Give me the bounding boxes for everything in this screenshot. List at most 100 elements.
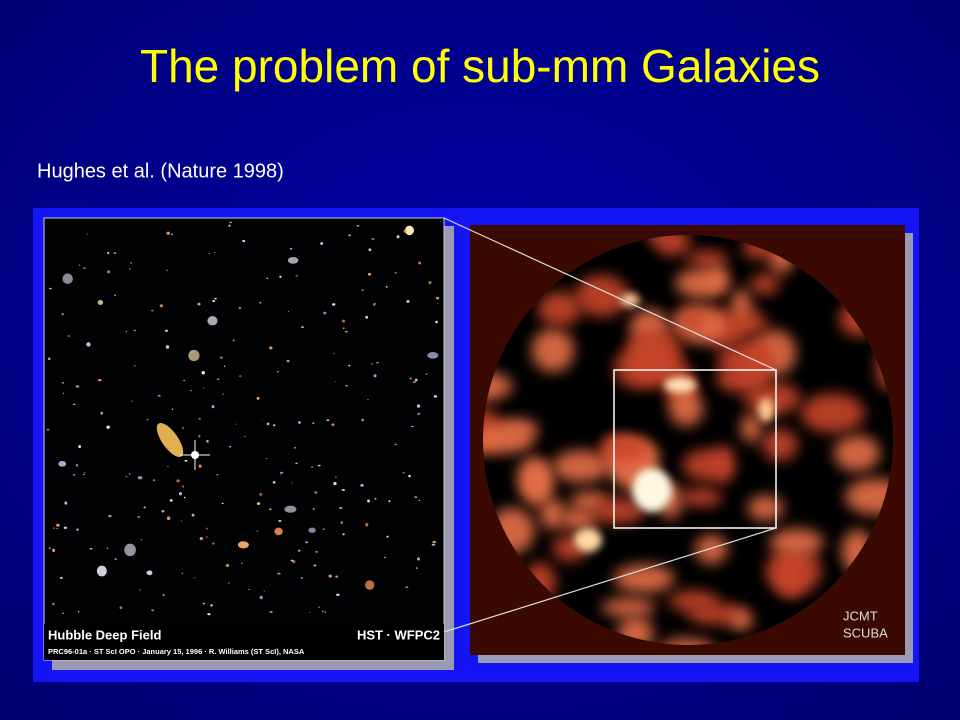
galaxy bbox=[427, 351, 439, 359]
galaxy bbox=[336, 593, 340, 596]
galaxy bbox=[269, 346, 273, 350]
galaxy bbox=[124, 543, 136, 557]
emission-blob bbox=[523, 463, 553, 506]
galaxy bbox=[414, 496, 418, 499]
galaxy bbox=[137, 515, 141, 519]
galaxy bbox=[371, 363, 374, 365]
emission-blob bbox=[729, 610, 754, 631]
galaxy bbox=[356, 225, 360, 227]
galaxy bbox=[376, 361, 379, 364]
galaxy bbox=[265, 458, 268, 459]
emission-blob bbox=[738, 311, 768, 334]
galaxy bbox=[298, 421, 301, 424]
galaxy bbox=[360, 483, 364, 487]
scuba-label: JCMT bbox=[843, 608, 878, 623]
galaxy bbox=[280, 474, 282, 476]
galaxy bbox=[332, 303, 336, 306]
galaxy bbox=[259, 301, 262, 304]
galaxy bbox=[131, 400, 133, 402]
galaxy bbox=[238, 307, 242, 309]
galaxy bbox=[295, 275, 298, 277]
galaxy bbox=[305, 541, 309, 544]
galaxy bbox=[190, 351, 193, 353]
galaxy bbox=[89, 547, 93, 550]
galaxy bbox=[156, 422, 184, 458]
galaxy bbox=[207, 316, 218, 326]
galaxy bbox=[371, 237, 375, 240]
emission-blob bbox=[743, 382, 801, 415]
galaxy bbox=[150, 309, 154, 312]
emission-blob bbox=[483, 426, 534, 454]
galaxy bbox=[318, 606, 320, 608]
slide-title: The problem of sub-mm Galaxies bbox=[140, 40, 820, 92]
galaxy bbox=[170, 233, 173, 236]
galaxy bbox=[344, 330, 349, 333]
galaxy bbox=[259, 595, 263, 600]
galaxy bbox=[394, 443, 397, 446]
galaxy bbox=[290, 559, 294, 562]
galaxy bbox=[97, 299, 104, 305]
zoom-line bbox=[443, 217, 777, 371]
emission-peak bbox=[758, 398, 774, 422]
galaxy bbox=[228, 224, 231, 227]
galaxy bbox=[216, 473, 219, 476]
hubble-image bbox=[43, 217, 445, 661]
galaxy bbox=[75, 385, 80, 388]
galaxy bbox=[166, 231, 170, 235]
galaxy bbox=[62, 612, 65, 614]
galaxy bbox=[365, 523, 369, 527]
galaxy bbox=[339, 506, 343, 509]
galaxy bbox=[205, 527, 208, 530]
galaxy bbox=[428, 281, 432, 285]
galaxy bbox=[261, 420, 263, 421]
galaxy bbox=[412, 381, 417, 383]
galaxy bbox=[291, 482, 294, 484]
emission-blob bbox=[593, 497, 646, 524]
galaxy bbox=[315, 550, 318, 553]
emission-blob bbox=[601, 598, 656, 617]
galaxy bbox=[182, 427, 185, 429]
galaxy bbox=[62, 273, 73, 284]
galaxy bbox=[210, 604, 213, 607]
galaxy bbox=[342, 319, 346, 323]
galaxy bbox=[139, 589, 141, 591]
galaxy bbox=[273, 424, 276, 427]
galaxy bbox=[361, 418, 364, 422]
galaxy bbox=[435, 320, 438, 324]
emission-blob bbox=[668, 590, 720, 612]
galaxy bbox=[157, 394, 161, 397]
galaxy bbox=[201, 371, 205, 375]
galaxy bbox=[72, 403, 76, 406]
galaxy bbox=[418, 500, 421, 502]
emission-blob bbox=[679, 310, 705, 331]
galaxy bbox=[417, 412, 421, 415]
galaxy bbox=[241, 562, 243, 564]
caption-credit: PRC96-01a · ST ScI OPO · January 15, 199… bbox=[48, 647, 305, 656]
galaxy bbox=[406, 299, 410, 303]
caption-instrument: HST · WFPC2 bbox=[357, 627, 440, 642]
galaxy bbox=[342, 533, 345, 536]
galaxy bbox=[184, 459, 188, 462]
galaxy bbox=[415, 567, 418, 570]
emission-blob bbox=[704, 266, 730, 293]
galaxy bbox=[433, 395, 438, 398]
galaxy bbox=[335, 575, 338, 578]
galaxy bbox=[164, 329, 169, 332]
galaxy bbox=[322, 610, 324, 612]
emission-blob bbox=[552, 450, 610, 483]
galaxy bbox=[189, 390, 192, 392]
galaxy bbox=[435, 296, 440, 300]
galaxy bbox=[322, 528, 325, 530]
galaxy bbox=[279, 275, 282, 279]
emission-blob bbox=[716, 366, 769, 393]
galaxy bbox=[63, 526, 68, 529]
galaxy bbox=[263, 590, 265, 592]
galaxy bbox=[340, 521, 344, 524]
emission-peak bbox=[620, 293, 640, 307]
galaxy bbox=[341, 488, 346, 492]
galaxy bbox=[289, 247, 293, 250]
galaxy bbox=[394, 272, 398, 274]
galaxy bbox=[328, 574, 332, 578]
galaxy bbox=[166, 516, 171, 521]
zoom-line bbox=[443, 527, 777, 633]
